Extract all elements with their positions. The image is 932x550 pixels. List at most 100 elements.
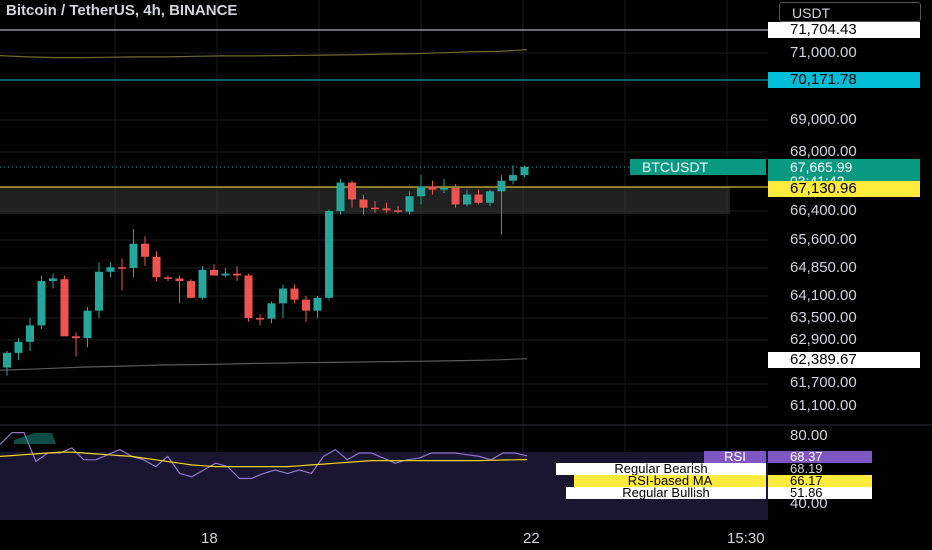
candle-body [394, 210, 402, 212]
candle-body [95, 271, 103, 311]
candle-body [302, 299, 310, 311]
rsi-line [0, 432, 528, 480]
price-tick: 66,400.00 [790, 202, 857, 219]
candle-body [152, 256, 161, 278]
candle-body [129, 243, 138, 268]
candle [290, 284, 299, 304]
rsi-legend-value: 68.37 [768, 450, 872, 463]
price-tick: 62,900.00 [790, 331, 857, 348]
candle [509, 165, 517, 185]
candle [417, 175, 425, 205]
candle-body [14, 341, 23, 353]
lower-band-line [0, 358, 528, 371]
candle-body [210, 269, 218, 276]
candle [37, 275, 46, 329]
candle-body [118, 267, 126, 269]
candle-body [440, 188, 448, 190]
candle-body [463, 194, 471, 205]
price-tick: 61,100.00 [790, 397, 857, 414]
candle [486, 189, 494, 207]
rsi-indicator-lines [0, 432, 528, 480]
level-label-71704: 71,704.43 [768, 22, 920, 38]
candle [371, 201, 379, 213]
candle [405, 191, 414, 215]
candle [428, 180, 437, 195]
candle [267, 301, 276, 324]
candle [118, 258, 126, 291]
price-tick: 71,000.00 [790, 44, 857, 61]
candle-body [336, 182, 345, 211]
candle [3, 351, 11, 376]
candle [474, 189, 483, 205]
regular-bearish-value: 68.19 [768, 462, 872, 475]
price-tick: 61,700.00 [790, 374, 857, 391]
candle-body [313, 297, 322, 311]
candle [451, 184, 460, 208]
regular-bullish-value: 51.86 [768, 486, 872, 499]
level-label-67130: 67,130.96 [768, 181, 920, 197]
candle-body [187, 281, 195, 298]
candle-series [3, 165, 529, 376]
band-lines [0, 49, 528, 371]
candle [313, 296, 322, 318]
rsi-ma-legend-name: RSI-based MA [574, 474, 766, 487]
candle [463, 189, 471, 207]
candle [72, 332, 80, 357]
candle [187, 279, 195, 298]
candle [164, 275, 172, 282]
candle [520, 165, 529, 177]
candle-body [428, 186, 437, 190]
candle [141, 236, 149, 267]
candle-body [221, 273, 230, 276]
candle-body [233, 273, 241, 276]
last-price: 67,665.99 [790, 159, 853, 175]
rsi-ma-legend-value: 66.17 [768, 474, 872, 487]
rsi-ma-line [0, 451, 528, 468]
candle [129, 229, 138, 278]
candle-body [486, 191, 494, 203]
regular-bearish-label: Regular Bearish [556, 462, 766, 475]
candle [348, 180, 356, 208]
time-tick: 18 [201, 530, 218, 547]
candle [382, 202, 391, 213]
candle-body [37, 281, 46, 326]
price-tick: 65,600.00 [790, 231, 857, 248]
horizontal-levels [0, 29, 768, 214]
symbol-title[interactable]: Bitcoin / TetherUS, 4h, BINANCE [6, 2, 238, 19]
candle [152, 251, 161, 282]
candle [49, 273, 57, 289]
candle-body [359, 199, 368, 208]
candle-body [256, 318, 264, 320]
candle [14, 338, 23, 361]
candle-body [244, 275, 253, 318]
candle-body [279, 288, 287, 304]
candle-body [106, 267, 115, 272]
rsi-tick: 40.00 [790, 495, 828, 512]
candle-body [290, 288, 299, 300]
candle [83, 307, 92, 348]
candle-body [141, 243, 149, 257]
candle-body [325, 211, 333, 298]
candle [60, 275, 69, 337]
currency-selector[interactable]: USDT [779, 2, 921, 22]
price-tick: 63,500.00 [790, 309, 857, 326]
time-tick: 15:30 [727, 530, 765, 547]
candle [256, 314, 264, 326]
candle-body [267, 303, 276, 319]
regular-bullish-label: Regular Bullish [566, 486, 766, 499]
candle-body [175, 278, 184, 282]
candle [497, 175, 506, 235]
candle [95, 262, 103, 318]
symbol-price-tag: BTCUSDT [630, 159, 766, 175]
candle-body [83, 310, 92, 339]
price-tick: 64,850.00 [790, 259, 857, 276]
candle-body [520, 167, 529, 176]
candle [244, 273, 253, 322]
candle [221, 268, 230, 278]
candle-body [417, 186, 425, 197]
candle [175, 275, 184, 304]
rsi-overbought-fill [14, 433, 56, 444]
candle [26, 318, 34, 351]
candle-body [60, 279, 69, 337]
level-label-70171: 70,171.78 [768, 72, 920, 88]
